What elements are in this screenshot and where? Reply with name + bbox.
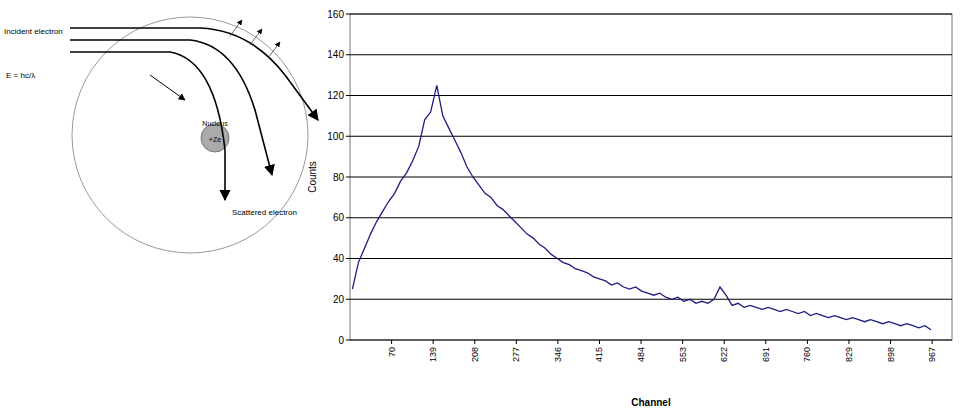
x-tick	[765, 340, 766, 344]
grid-line	[350, 217, 952, 218]
x-tick	[391, 340, 392, 344]
grid-line	[350, 136, 952, 137]
x-tick-label: 208	[470, 347, 480, 362]
y-tick-label: 160	[327, 9, 344, 20]
y-tick	[346, 299, 350, 300]
x-tick-label: 967	[927, 347, 937, 362]
grid-line	[350, 54, 952, 55]
x-tick-label: 553	[678, 347, 688, 362]
chart: 0 20 40 60 80 100 120 140 160 70 139 208 277 346 415 48…	[307, 9, 952, 409]
data-group	[352, 85, 931, 329]
grid-line	[350, 13, 952, 14]
electron-path	[70, 28, 318, 120]
x-tick	[641, 340, 642, 344]
photon	[268, 42, 280, 58]
x-tick	[848, 340, 849, 344]
x-tick	[724, 340, 725, 344]
electron-path	[70, 40, 272, 175]
electron-path	[70, 52, 225, 200]
x-tick-label: 760	[802, 347, 812, 362]
force-arrow	[150, 75, 185, 100]
x-tick-label: 277	[511, 347, 521, 362]
x-tick-label: 898	[886, 347, 896, 362]
y-tick	[346, 258, 350, 259]
y-tick	[346, 14, 350, 15]
incident-label: Incident electron	[4, 27, 63, 36]
charge-label: +Ze	[209, 136, 221, 143]
x-tick-label: 829	[844, 347, 854, 362]
x-tick	[557, 340, 558, 344]
x-tick-label: 484	[636, 347, 646, 362]
x-tick-label: 139	[428, 347, 438, 362]
y-tick	[346, 177, 350, 178]
x-tick-label: 70	[387, 347, 397, 357]
y-tick-label: 0	[338, 335, 344, 346]
x-tick	[474, 340, 475, 344]
y-tick-label: 60	[333, 212, 345, 223]
x-tick	[932, 340, 933, 344]
y-tick	[346, 340, 350, 341]
x-tick-label: 346	[553, 347, 563, 362]
x-tick	[433, 340, 434, 344]
x-tick-label: 622	[719, 347, 729, 362]
y-tick	[346, 54, 350, 55]
y-tick	[346, 95, 350, 96]
x-tick	[682, 340, 683, 344]
x-tick	[516, 340, 517, 344]
spectrum-line	[352, 85, 931, 329]
plot-frame	[350, 14, 952, 340]
x-axis-title: Channel	[631, 397, 671, 408]
y-tick	[346, 136, 350, 137]
photon	[230, 20, 242, 36]
y-tick-label: 40	[333, 253, 345, 264]
x-tick-label: 691	[761, 347, 771, 362]
y-tick-label: 80	[333, 172, 345, 183]
y-tick-label: 100	[327, 131, 344, 142]
x-tick-label: 415	[594, 347, 604, 362]
photon	[250, 29, 262, 45]
x-tick	[890, 340, 891, 344]
y-tick-label: 120	[327, 90, 344, 101]
x-tick	[599, 340, 600, 344]
grid-line	[350, 339, 952, 340]
grid-line	[350, 95, 952, 96]
y-tick-label: 140	[327, 49, 344, 60]
y-axis-title: Counts	[307, 161, 318, 193]
figure: Nucleus +Ze Incident electron E = hc/λ Scatt…	[0, 0, 965, 416]
x-tick	[807, 340, 808, 344]
grid-line	[350, 299, 952, 300]
grid-line	[350, 258, 952, 259]
y-tick-label: 20	[333, 294, 345, 305]
y-tick	[346, 217, 350, 218]
diagram: Nucleus +Ze Incident electron E = hc/λ Scatt…	[4, 17, 318, 253]
scattered-label: Scattered electron	[232, 208, 297, 217]
nucleus-label: Nucleus	[202, 120, 228, 127]
grid-line	[350, 176, 952, 177]
formula: E = hc/λ	[6, 71, 35, 80]
